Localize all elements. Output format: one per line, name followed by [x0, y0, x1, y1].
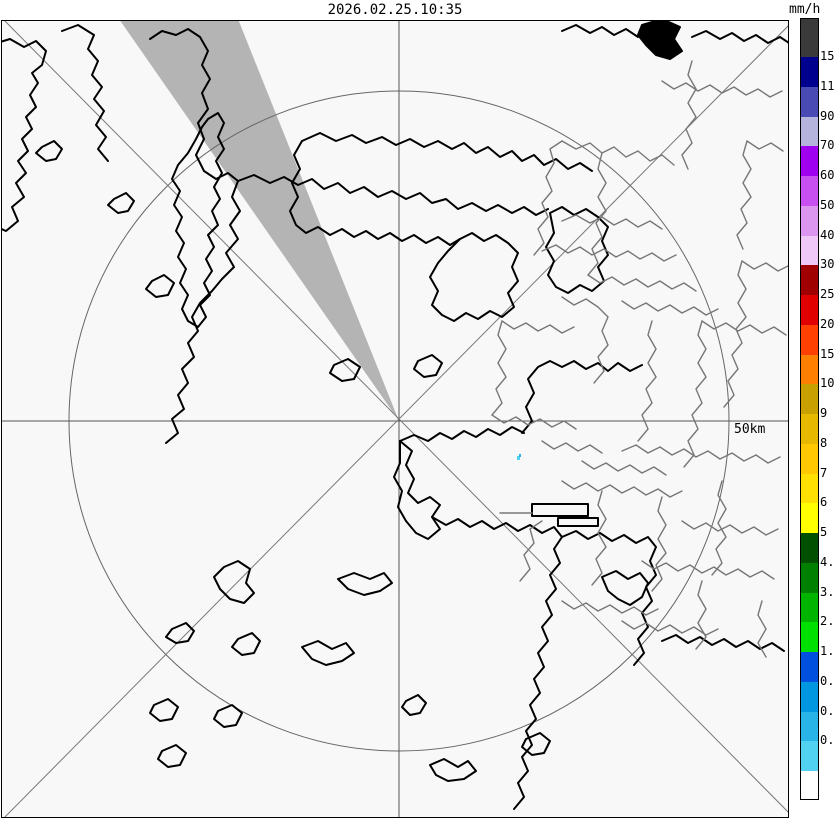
colorbar-tick-0_1: 0.1: [820, 703, 835, 718]
colorbar-segment-15: [801, 354, 818, 385]
colorbar-tick-7: 7: [820, 465, 828, 480]
echo-pixel: [519, 454, 521, 457]
colorbar-tick-90: 90: [820, 108, 835, 123]
colorbar-segment-90: [801, 116, 818, 147]
colorbar-segment-150: [801, 57, 818, 87]
colorbar-segment-25: [801, 295, 818, 325]
colorbar-segment-60: [801, 176, 818, 206]
echo-pixel: [517, 456, 520, 460]
colorbar-unit-label: mm/h: [789, 2, 821, 17]
colorbar-tick-5: 5: [820, 525, 828, 539]
colorbar-tick-10: 10: [820, 376, 835, 391]
colorbar-tick-8: 8: [820, 435, 828, 450]
colorbar-tick-9: 9: [820, 406, 828, 420]
range-ring-label-group: 50km: [734, 422, 765, 437]
colorbar-segment-max: [801, 19, 818, 57]
colorbar-segment-min: [801, 771, 818, 799]
colorbar-segment-10: [801, 384, 818, 414]
blocked-sector-wedge: [120, 21, 399, 421]
colorbar-tick-4_0: 4.0: [820, 554, 835, 569]
colorbar-segment-110: [801, 86, 818, 117]
colorbar-segment-50: [801, 205, 818, 236]
range-ring-label: 50km: [734, 422, 765, 437]
colorbar-tick-20: 20: [820, 316, 835, 331]
colorbar-segment-70: [801, 146, 818, 176]
colorbar-segment-8: [801, 443, 818, 474]
colorbar-segment-40: [801, 235, 818, 266]
colorbar-tick-25: 25: [820, 287, 835, 301]
colorbar-tick-40: 40: [820, 227, 835, 242]
radial-line-sw-ne: [4, 25, 788, 817]
colorbar-tick-30: 30: [820, 257, 835, 272]
colorbar-segment-0_0: [801, 741, 818, 771]
colorbar-segment-2_0: [801, 622, 818, 652]
colorbar-tick-1_0: 1.0: [820, 644, 835, 658]
colorbar-segment-7: [801, 473, 818, 504]
radar-map-panel[interactable]: 50km: [1, 20, 789, 818]
colorbar-tick-60: 60: [820, 168, 835, 182]
colorbar-tick-labels: 150 110 90 70 60 50 40 30 25 20 15 10 9 8 7 6 5 4.0 3.0 2.0…: [820, 18, 835, 800]
page-title: 2026.02.25.10:35: [0, 0, 790, 20]
colorbar-segment-5: [801, 533, 818, 563]
colorbar-tick-3_0: 3.0: [820, 584, 835, 599]
colorbar-tick-15: 15: [820, 346, 835, 361]
colorbar-segment-9: [801, 414, 818, 444]
colorbar-tick-2_0: 2.0: [820, 614, 835, 629]
radar-echo-layer: [517, 454, 521, 460]
colorbar-tick-70: 70: [820, 138, 835, 153]
colorbar-segment-30: [801, 265, 818, 295]
colorbar-segment-6: [801, 503, 818, 533]
colorbar-tick-0_5: 0.5: [820, 673, 835, 688]
colorbar-segment-1_0: [801, 652, 818, 682]
radar-map-canvas: 50km: [2, 21, 788, 817]
colorbar-segment-3_0: [801, 592, 818, 623]
colorbar-segment-0_5: [801, 681, 818, 712]
colorbar-segment-4_0: [801, 562, 818, 593]
colorbar-segment-0_1: [801, 711, 818, 742]
colorbar-segment-20: [801, 324, 818, 355]
colorbar-tick-110: 110: [820, 78, 835, 93]
coastline-layer: [2, 21, 788, 810]
colorbar-tick-50: 50: [820, 197, 835, 212]
colorbar[interactable]: [800, 18, 819, 800]
colorbar-tick-150: 150: [820, 49, 835, 63]
colorbar-tick-6: 6: [820, 495, 828, 510]
colorbar-tick-0_0: 0.0: [820, 733, 835, 748]
admin-boundary-layer: [491, 60, 788, 658]
map-background: [2, 21, 788, 817]
